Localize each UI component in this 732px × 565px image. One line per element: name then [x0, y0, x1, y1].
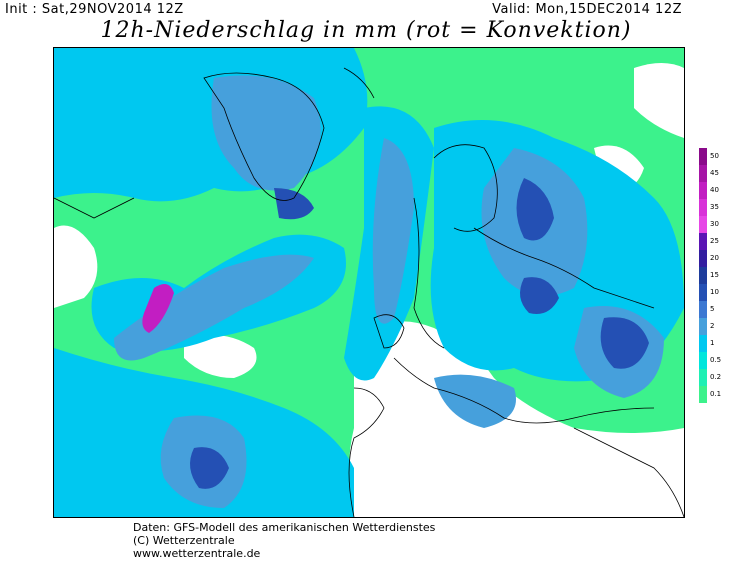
footer-data-source: Daten: GFS-Modell des amerikanischen Wet…: [133, 521, 436, 534]
legend-swatch: [699, 182, 707, 199]
legend-label: 45: [710, 169, 719, 177]
legend-swatch: [699, 284, 707, 301]
footer-website[interactable]: www.wetterzentrale.de: [133, 547, 261, 560]
legend-label: 0.2: [710, 373, 722, 381]
legend-label: 0.5: [710, 356, 722, 364]
moderate-precip: [114, 75, 664, 508]
legend-swatch: [699, 318, 707, 335]
legend-swatch: [699, 301, 707, 318]
valid-time: Valid: Mon,15DEC2014 12Z: [492, 2, 682, 17]
legend-label: 0.1: [710, 390, 722, 398]
legend-swatch: [699, 148, 707, 165]
legend-swatch: [699, 352, 707, 369]
legend-label: 30: [710, 220, 719, 228]
footer-copyright: (C) Wetterzentrale: [133, 534, 235, 547]
precip-legend: 50 45 40 35 30 25 20 15 10 5 2 1 0.5 0.2 0.1: [699, 148, 729, 410]
intense-precip: [142, 284, 174, 333]
map-title: 12h-Niederschlag in mm (rot = Konvektion…: [100, 18, 632, 43]
legend-swatch: [699, 335, 707, 352]
legend-swatch: [699, 369, 707, 386]
legend-label: 5: [710, 305, 715, 313]
legend-label: 50: [710, 152, 719, 160]
legend-swatch: [699, 267, 707, 284]
legend-label: 15: [710, 271, 719, 279]
legend-label: 1: [710, 339, 715, 347]
init-time: Init : Sat,29NOV2014 12Z: [5, 2, 184, 17]
legend-label: 2: [710, 322, 715, 330]
legend-swatch: [699, 216, 707, 233]
precipitation-field: [54, 48, 684, 517]
legend-swatch: [699, 250, 707, 267]
heavy-precip: [190, 178, 649, 489]
footer: Daten: GFS-Modell des amerikanischen Wet…: [133, 521, 435, 560]
legend-label: 25: [710, 237, 719, 245]
legend-swatch: [699, 233, 707, 250]
legend-swatch: [699, 386, 707, 403]
legend-label: 10: [710, 288, 719, 296]
precipitation-map[interactable]: [53, 47, 685, 518]
legend-label: 40: [710, 186, 719, 194]
legend-swatch: [699, 199, 707, 216]
legend-label: 35: [710, 203, 719, 211]
legend-swatch: [699, 165, 707, 182]
legend-label: 20: [710, 254, 719, 262]
coastlines: [54, 67, 684, 517]
